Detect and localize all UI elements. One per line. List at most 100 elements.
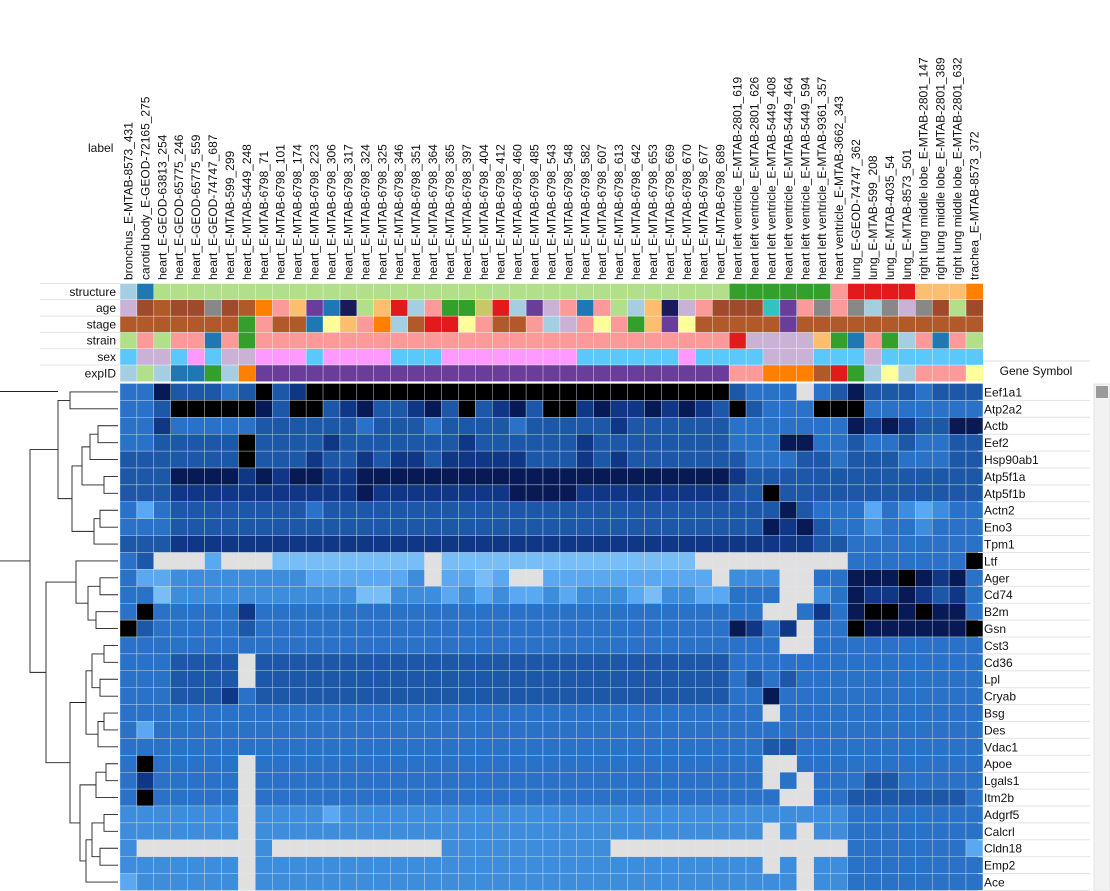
heatmap-cell[interactable] [272, 636, 290, 655]
track-cell-structure[interactable] [390, 283, 409, 301]
heatmap-cell[interactable] [525, 619, 544, 638]
heatmap-cell[interactable] [898, 636, 916, 655]
heatmap-cell[interactable] [644, 653, 662, 671]
heatmap-cell[interactable] [221, 467, 239, 486]
gene-label[interactable]: Lpl [984, 673, 1000, 687]
heatmap-cell[interactable] [610, 569, 628, 587]
heatmap-cell[interactable] [779, 400, 797, 418]
heatmap-cell[interactable] [542, 450, 561, 469]
heatmap-cell[interactable] [542, 569, 561, 587]
heatmap-cell[interactable] [796, 501, 814, 519]
track-cell-structure[interactable] [221, 283, 240, 301]
heatmap-cell[interactable] [593, 856, 611, 874]
heatmap-cell[interactable] [678, 721, 696, 739]
heatmap-cell[interactable] [475, 535, 493, 553]
heatmap-cell[interactable] [576, 383, 594, 401]
track-cell-sex[interactable] [475, 348, 493, 366]
heatmap-cell[interactable] [610, 501, 628, 519]
heatmap-cell[interactable] [915, 535, 933, 553]
heatmap-cell[interactable] [830, 856, 848, 874]
heatmap-cell[interactable] [373, 383, 391, 401]
heatmap-cell[interactable] [305, 856, 324, 874]
heatmap-cell[interactable] [881, 434, 899, 452]
heatmap-cell[interactable] [458, 518, 476, 536]
heatmap-cell[interactable] [373, 805, 391, 824]
heatmap-cell[interactable] [796, 856, 814, 874]
heatmap-cell[interactable] [272, 518, 290, 536]
heatmap-cell[interactable] [525, 400, 544, 418]
track-cell-sex[interactable] [745, 348, 764, 366]
track-cell-structure[interactable] [661, 283, 679, 301]
heatmap-cell[interactable] [864, 619, 882, 638]
heatmap-cell[interactable] [221, 484, 239, 502]
heatmap-cell[interactable] [272, 670, 290, 688]
heatmap-cell[interactable] [170, 383, 188, 401]
heatmap-cell[interactable] [779, 721, 797, 739]
heatmap-cell[interactable] [289, 653, 307, 671]
heatmap-cell[interactable] [762, 670, 781, 688]
heatmap-cell[interactable] [948, 450, 967, 469]
heatmap-cell[interactable] [678, 417, 696, 435]
heatmap-cell[interactable] [339, 535, 358, 553]
heatmap-cell[interactable] [762, 569, 781, 587]
heatmap-cell[interactable] [627, 772, 645, 790]
heatmap-cell[interactable] [593, 670, 611, 688]
heatmap-cell[interactable] [830, 738, 848, 756]
track-cell-expID[interactable] [728, 364, 747, 382]
heatmap-cell[interactable] [373, 653, 391, 671]
heatmap-cell[interactable] [458, 670, 476, 688]
heatmap-cell[interactable] [390, 434, 408, 452]
heatmap-cell[interactable] [576, 636, 594, 655]
heatmap-cell[interactable] [322, 704, 341, 722]
heatmap-cell[interactable] [745, 501, 764, 519]
heatmap-cell[interactable] [475, 569, 493, 587]
heatmap-cell[interactable] [728, 636, 747, 655]
heatmap-cell[interactable] [898, 552, 916, 570]
heatmap-cell[interactable] [119, 738, 138, 756]
heatmap-cell[interactable] [678, 670, 696, 688]
heatmap-cell[interactable] [170, 535, 188, 553]
heatmap-cell[interactable] [830, 467, 848, 486]
heatmap-cell[interactable] [136, 738, 155, 756]
heatmap-cell[interactable] [170, 569, 188, 587]
heatmap-cell[interactable] [847, 417, 865, 435]
heatmap-cell[interactable] [136, 822, 155, 840]
heatmap-cell[interactable] [965, 501, 984, 519]
heatmap-cell[interactable] [238, 721, 256, 739]
heatmap-cell[interactable] [390, 873, 408, 891]
heatmap-cell[interactable] [238, 501, 256, 519]
heatmap-cell[interactable] [712, 805, 730, 824]
heatmap-cell[interactable] [627, 738, 645, 756]
track-cell-strain[interactable] [695, 332, 713, 350]
heatmap-cell[interactable] [356, 400, 374, 418]
heatmap-cell[interactable] [898, 586, 916, 604]
heatmap-cell[interactable] [322, 552, 341, 570]
heatmap-cell[interactable] [221, 856, 239, 874]
track-cell-structure[interactable] [796, 283, 815, 301]
column-label[interactable]: right lung middle lobe_E-MTAB-2801_389 [934, 57, 948, 280]
heatmap-cell[interactable] [559, 603, 578, 621]
heatmap-cell[interactable] [373, 619, 391, 638]
track-cell-age[interactable] [373, 299, 392, 317]
heatmap-cell[interactable] [407, 535, 425, 553]
heatmap-cell[interactable] [661, 417, 679, 435]
heatmap-cell[interactable] [339, 772, 358, 790]
track-cell-strain[interactable] [322, 332, 341, 350]
heatmap-cell[interactable] [458, 383, 476, 401]
heatmap-cell[interactable] [475, 738, 493, 756]
heatmap-cell[interactable] [695, 569, 713, 587]
heatmap-cell[interactable] [965, 772, 984, 790]
heatmap-cell[interactable] [475, 501, 493, 519]
gene-label[interactable]: B2m [984, 605, 1009, 619]
heatmap-cell[interactable] [813, 873, 831, 891]
heatmap-cell[interactable] [424, 383, 442, 401]
heatmap-cell[interactable] [762, 721, 781, 739]
heatmap-cell[interactable] [813, 653, 831, 671]
heatmap-cell[interactable] [931, 839, 950, 857]
track-cell-age[interactable] [339, 299, 358, 317]
track-cell-stage[interactable] [593, 315, 612, 333]
heatmap-cell[interactable] [881, 873, 899, 891]
heatmap-cell[interactable] [373, 535, 391, 553]
column-label[interactable]: heart_E-MTAB-6798_306 [325, 144, 339, 280]
heatmap-cell[interactable] [373, 417, 391, 435]
